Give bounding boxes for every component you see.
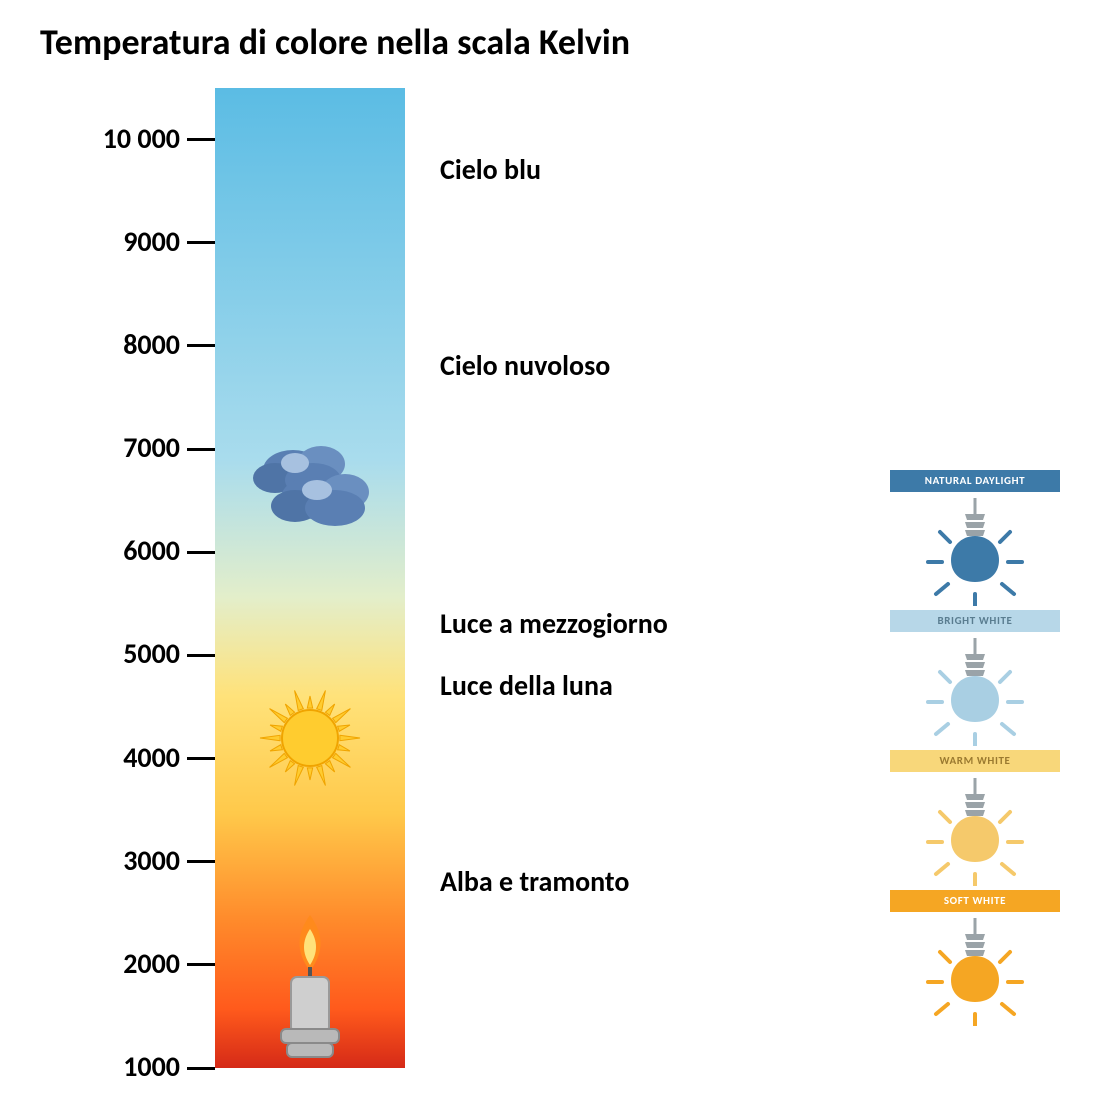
sun-icon xyxy=(250,678,370,803)
scale-tick-label: 4000 xyxy=(123,739,180,774)
bulb-legend-item: WARM WHITE xyxy=(890,750,1060,890)
scale-tick-label: 8000 xyxy=(123,327,180,362)
candle-icon xyxy=(265,905,355,1070)
scale-desc-label: Luce a mezzogiorno xyxy=(440,606,668,641)
clouds-icon xyxy=(235,430,385,535)
bulb-legend: NATURAL DAYLIGHT BRIGHT WHITE WARM WHITE SO… xyxy=(890,470,1060,1030)
scale-tick-label: 9000 xyxy=(123,223,180,258)
bulb-legend-item: BRIGHT WHITE xyxy=(890,610,1060,750)
scale-tick xyxy=(187,654,215,657)
scale-tick-label: 6000 xyxy=(123,533,180,568)
bulb-legend-bar: NATURAL DAYLIGHT xyxy=(890,470,1060,492)
bulb-legend-item: NATURAL DAYLIGHT xyxy=(890,470,1060,610)
scale-tick xyxy=(187,551,215,554)
scale-tick-label: 3000 xyxy=(123,842,180,877)
scale-desc-label: Cielo blu xyxy=(440,152,541,187)
scale-tick-label: 2000 xyxy=(123,946,180,981)
scale-tick-label: 1000 xyxy=(123,1049,180,1084)
scale-tick xyxy=(187,448,215,451)
scale-tick xyxy=(187,344,215,347)
bulb-legend-item: SOFT WHITE xyxy=(890,890,1060,1030)
light-bulb-icon xyxy=(920,778,1030,886)
scale-desc-label: Alba e tramonto xyxy=(440,864,629,899)
scale-tick-label: 5000 xyxy=(123,636,180,671)
scale-tick-label: 7000 xyxy=(123,430,180,465)
scale-tick xyxy=(187,860,215,863)
scale-desc-label: Cielo nuvoloso xyxy=(440,348,610,383)
scale-tick xyxy=(187,1067,215,1070)
scale-tick xyxy=(187,241,215,244)
scale-tick xyxy=(187,138,215,141)
light-bulb-icon xyxy=(920,638,1030,746)
bulb-legend-bar: SOFT WHITE xyxy=(890,890,1060,912)
light-bulb-icon xyxy=(920,918,1030,1026)
scale-tick xyxy=(187,963,215,966)
scale-tick xyxy=(187,757,215,760)
bulb-legend-bar: BRIGHT WHITE xyxy=(890,610,1060,632)
bulb-legend-bar: WARM WHITE xyxy=(890,750,1060,772)
scale-tick-label: 10 000 xyxy=(103,120,180,155)
scale-desc-label: Luce della luna xyxy=(440,668,613,703)
page-title: Temperatura di colore nella scala Kelvin xyxy=(40,20,630,64)
light-bulb-icon xyxy=(920,498,1030,606)
